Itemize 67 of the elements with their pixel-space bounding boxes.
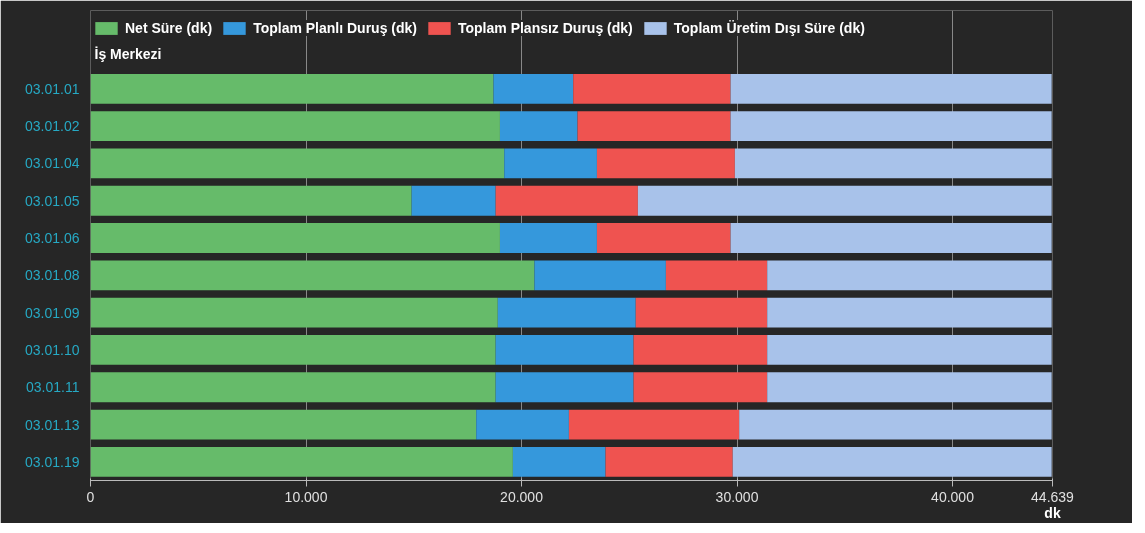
bar — [596, 148, 735, 179]
bar — [596, 223, 731, 253]
y-tick-label: 03.01.10 — [25, 341, 80, 358]
bar — [568, 409, 740, 440]
y-tick-label: 03.01.02 — [25, 118, 80, 135]
bar — [665, 260, 768, 291]
bar — [90, 260, 535, 291]
bar — [767, 335, 1052, 365]
bar — [499, 111, 578, 142]
y-tick-label: 03.01.06 — [25, 230, 80, 247]
bar — [90, 111, 500, 142]
bar — [495, 335, 634, 365]
bar — [633, 372, 768, 403]
bar — [493, 73, 574, 104]
legend-label: Toplam Üretim Dışı Süre (dk) — [673, 20, 865, 36]
x-tick-label: 44.639 — [1031, 488, 1075, 505]
legend-label: Toplam Plansız Duruş (dk) — [458, 20, 633, 36]
bar — [730, 73, 1052, 104]
y-tick-label: 03.01.13 — [25, 416, 80, 433]
x-axis-title: dk — [1044, 504, 1061, 521]
bar — [767, 297, 1052, 328]
y-tick-label: 03.01.19 — [25, 453, 80, 470]
bar — [739, 409, 1052, 440]
bar — [734, 148, 1052, 179]
bar — [90, 297, 498, 328]
bar — [512, 446, 606, 477]
bar — [504, 148, 597, 179]
bar — [476, 409, 569, 440]
x-tick-label: 10.000 — [284, 488, 328, 505]
y-tick-label: 03.01.08 — [25, 267, 80, 284]
bar — [637, 185, 1052, 216]
bar — [495, 185, 638, 216]
legend-label: Toplam Planlı Duruş (dk) — [253, 20, 417, 36]
bar — [767, 260, 1052, 291]
y-axis-title: İş Merkezi — [94, 46, 162, 63]
x-tick-label: 0 — [86, 488, 95, 505]
bar — [767, 372, 1052, 403]
bar — [577, 111, 731, 142]
bar — [635, 297, 768, 328]
x-tick-label: 40.000 — [931, 488, 975, 505]
y-tick-label: 03.01.01 — [25, 80, 80, 97]
bar — [730, 223, 1052, 253]
bar — [605, 446, 733, 477]
bar — [90, 446, 513, 477]
bar — [495, 372, 634, 403]
bar — [499, 223, 597, 253]
bar — [497, 297, 636, 328]
y-tick-label: 03.01.05 — [25, 192, 80, 209]
bar — [730, 111, 1052, 142]
bar — [90, 223, 500, 253]
bar — [90, 185, 412, 216]
x-tick-label: 20.000 — [500, 488, 544, 505]
y-tick-label: 03.01.04 — [25, 155, 80, 172]
bar — [90, 335, 496, 365]
bar — [90, 372, 496, 403]
y-tick-label: 03.01.11 — [26, 379, 80, 396]
x-tick-label: 30.000 — [715, 488, 759, 505]
y-tick-label: 03.01.09 — [25, 304, 80, 321]
bar — [90, 148, 505, 179]
bar — [573, 73, 731, 104]
bar — [411, 185, 496, 216]
bar — [633, 335, 768, 365]
bar — [90, 409, 477, 440]
bar — [90, 73, 494, 104]
bar — [732, 446, 1052, 477]
bar — [534, 260, 666, 291]
legend-label: Net Süre (dk) — [125, 20, 213, 36]
